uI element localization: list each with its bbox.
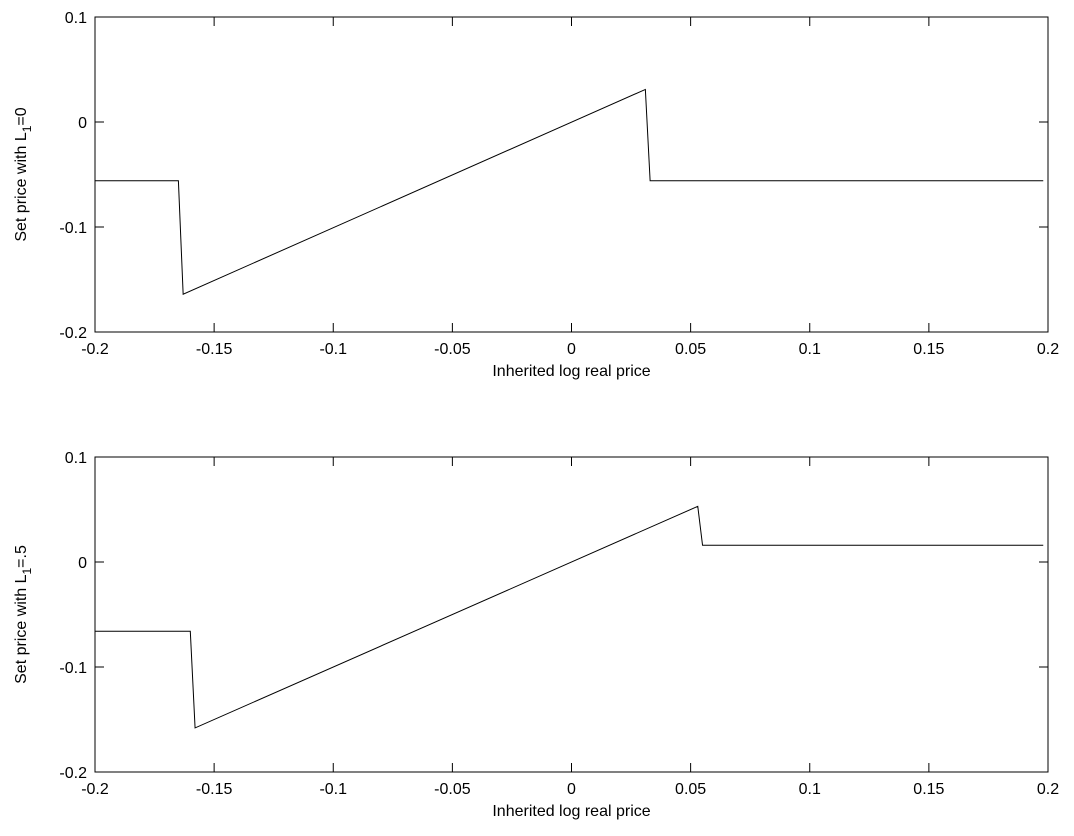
chart-1-y-axis-label-suffix: =.5: [13, 545, 30, 568]
chart-1-y-axis-label-subscript: 1: [20, 567, 34, 574]
chart-0-x-tick-label: 0.2: [1037, 341, 1059, 358]
chart-0-x-axis-label: Inherited log real price: [492, 363, 650, 380]
chart-1-x-tick-label: -0.15: [196, 781, 233, 798]
chart-0-y-axis-label-suffix: =0: [13, 107, 30, 125]
chart-0-x-tick-label: -0.2: [81, 341, 109, 358]
chart-0-y-tick-label: -0.2: [59, 325, 87, 342]
chart-0-x-tick-label: 0.15: [913, 341, 944, 358]
chart-1-y-axis-label-main: Set price with L: [13, 574, 30, 683]
chart-0-y-axis-label-subscript: 1: [20, 125, 34, 132]
chart-1-x-tick-label: 0.1: [799, 781, 821, 798]
top-subplot: -0.2 -0.15 -0.1 -0.05 0 0.05 0.1 0.15 0.2 -0.2 -0.…: [13, 10, 1059, 380]
chart-0-y-tick-label: -0.1: [59, 220, 87, 237]
chart-1-y-tick-label: -0.2: [59, 765, 87, 782]
chart-1-x-axis-label: Inherited log real price: [492, 803, 650, 820]
chart-0-x-tick-label: -0.05: [434, 341, 471, 358]
chart-1-x-tick-label: 0: [567, 781, 576, 798]
chart-1-y-tick-label: 0.1: [65, 450, 87, 467]
chart-1-x-tick-label: -0.2: [81, 781, 109, 798]
chart-1-x-tick-label: 0.15: [913, 781, 944, 798]
chart-1-plot-area: [94, 456, 1049, 773]
chart-0-plot-area: [94, 16, 1049, 333]
chart-1-x-tick-label: -0.05: [434, 781, 471, 798]
chart-1-y-tick-label: 0: [78, 555, 87, 572]
chart-1-x-tick-label: 0.2: [1037, 781, 1059, 798]
chart-1-x-tick-label: 0.05: [675, 781, 706, 798]
chart-1-series-line: [95, 505, 1044, 729]
chart-0-x-tick-label: 0.1: [799, 341, 821, 358]
chart-0-x-tick-label: -0.15: [196, 341, 233, 358]
chart-0-x-tick-label: -0.1: [319, 341, 347, 358]
bottom-subplot: -0.2 -0.15 -0.1 -0.05 0 0.05 0.1 0.15 0.2 -0.2 -0.…: [13, 450, 1059, 820]
chart-1-y-axis-label: Set price with L1=.5: [13, 545, 34, 684]
chart-0-y-axis-label-main: Set price with L: [13, 132, 30, 241]
chart-0-x-tick-label: 0: [567, 341, 576, 358]
chart-1-x-tick-label: -0.1: [319, 781, 347, 798]
chart-0-y-tick-label: 0: [78, 115, 87, 132]
chart-0-y-tick-label: 0.1: [65, 10, 87, 27]
chart-0-x-tick-label: 0.05: [675, 341, 706, 358]
chart-1-y-tick-label: -0.1: [59, 660, 87, 677]
chart-0-y-axis-label: Set price with L1=0: [13, 107, 34, 241]
chart-0-series-line: [95, 88, 1044, 295]
